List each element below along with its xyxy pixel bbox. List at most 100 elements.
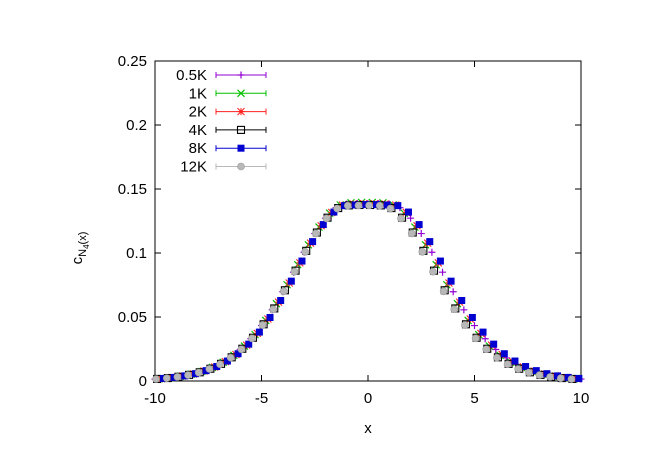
data-point (415, 221, 423, 229)
data-point (525, 368, 533, 377)
legend-label: 4K (189, 122, 207, 139)
data-point (450, 305, 459, 314)
series-1K (155, 198, 579, 383)
data-point (543, 370, 551, 378)
data-point (535, 371, 544, 379)
y-axis: 0 0.05 0.1 0.15 0.2 0.25 (118, 53, 581, 390)
series-2K (157, 199, 581, 383)
data-point (223, 357, 231, 365)
series-0.5K (151, 200, 585, 383)
data-point (375, 201, 384, 210)
x-tick-label: -5 (255, 390, 268, 407)
legend-entry: 8K (189, 140, 267, 157)
data-point (343, 201, 352, 210)
data-point (236, 125, 246, 134)
data-point (184, 371, 192, 379)
data-point (237, 144, 245, 152)
data-point (407, 214, 415, 222)
data-point (354, 201, 363, 210)
y-tick-label: 0.05 (118, 309, 147, 326)
data-point (546, 373, 554, 381)
x-tick-label: 0 (364, 390, 372, 407)
legend-entry: 0.5K (176, 67, 267, 84)
data-point (511, 357, 519, 365)
y-axis-label-sub: N (77, 249, 89, 257)
data-point (460, 306, 468, 314)
y-tick-label: 0.15 (118, 181, 147, 198)
data-point (266, 314, 274, 322)
data-point (386, 204, 395, 213)
data-point (449, 288, 457, 296)
data-point (514, 365, 522, 373)
x-tick-label: -10 (144, 390, 166, 407)
data-point (500, 350, 508, 358)
data-point (479, 328, 487, 336)
data-point (428, 248, 436, 256)
y-axis-label-subsub: 4 (82, 244, 91, 249)
data-point (162, 374, 171, 382)
data-point (213, 363, 221, 371)
legend-entry: 1K (189, 85, 267, 102)
data-point (290, 267, 299, 276)
data-point (418, 248, 427, 256)
data-point (298, 257, 306, 265)
data-point (287, 277, 295, 285)
legend-entry: 2K (189, 104, 267, 121)
series-4K (153, 200, 577, 384)
data-point (255, 328, 263, 336)
data-point (234, 350, 242, 358)
x-tick-label: 10 (573, 390, 590, 407)
data-point (556, 374, 565, 382)
legend-label: 1K (189, 85, 207, 102)
data-point (258, 321, 267, 329)
legend-entry: 4K (189, 122, 267, 139)
y-axis-label-tail: (x) (77, 232, 89, 245)
data-point (503, 360, 512, 369)
y-axis-label: cN4(x) (69, 232, 91, 265)
data-point (269, 305, 278, 314)
data-point (426, 238, 434, 246)
legend-label: 8K (189, 140, 207, 157)
y-tick-label: 0 (139, 373, 147, 390)
data-point (237, 107, 245, 116)
data-point (493, 353, 501, 362)
data-point (173, 373, 182, 381)
legend-entry: 12K (180, 159, 267, 176)
data-point (481, 335, 489, 343)
data-point (280, 287, 288, 296)
data-point (194, 368, 203, 377)
data-point (461, 321, 469, 329)
data-point (205, 365, 214, 373)
data-point (554, 372, 562, 380)
data-point (152, 375, 160, 383)
data-point (471, 322, 478, 330)
data-point (397, 214, 405, 223)
data-point (532, 367, 540, 375)
data-point (458, 296, 466, 304)
data-point (436, 257, 444, 265)
data-point (237, 162, 245, 171)
data-point (312, 229, 320, 238)
data-point (237, 71, 245, 79)
y-tick-label: 0.25 (118, 53, 147, 70)
data-point (471, 334, 480, 343)
data-point (383, 201, 391, 209)
data-point (301, 248, 309, 256)
data-point (522, 363, 530, 371)
data-point (407, 229, 416, 238)
plot-area-frame (154, 60, 582, 382)
x-axis-label: x (364, 420, 372, 437)
data-point (439, 268, 447, 276)
data-point (322, 214, 331, 223)
data-point (330, 208, 338, 216)
series-12K (152, 201, 576, 383)
legend-label: 2K (189, 104, 207, 121)
data-point (429, 267, 437, 276)
data-point (394, 202, 402, 210)
data-point (248, 334, 256, 343)
data-point (447, 277, 455, 285)
data-point (417, 230, 425, 238)
data-point (237, 345, 246, 354)
